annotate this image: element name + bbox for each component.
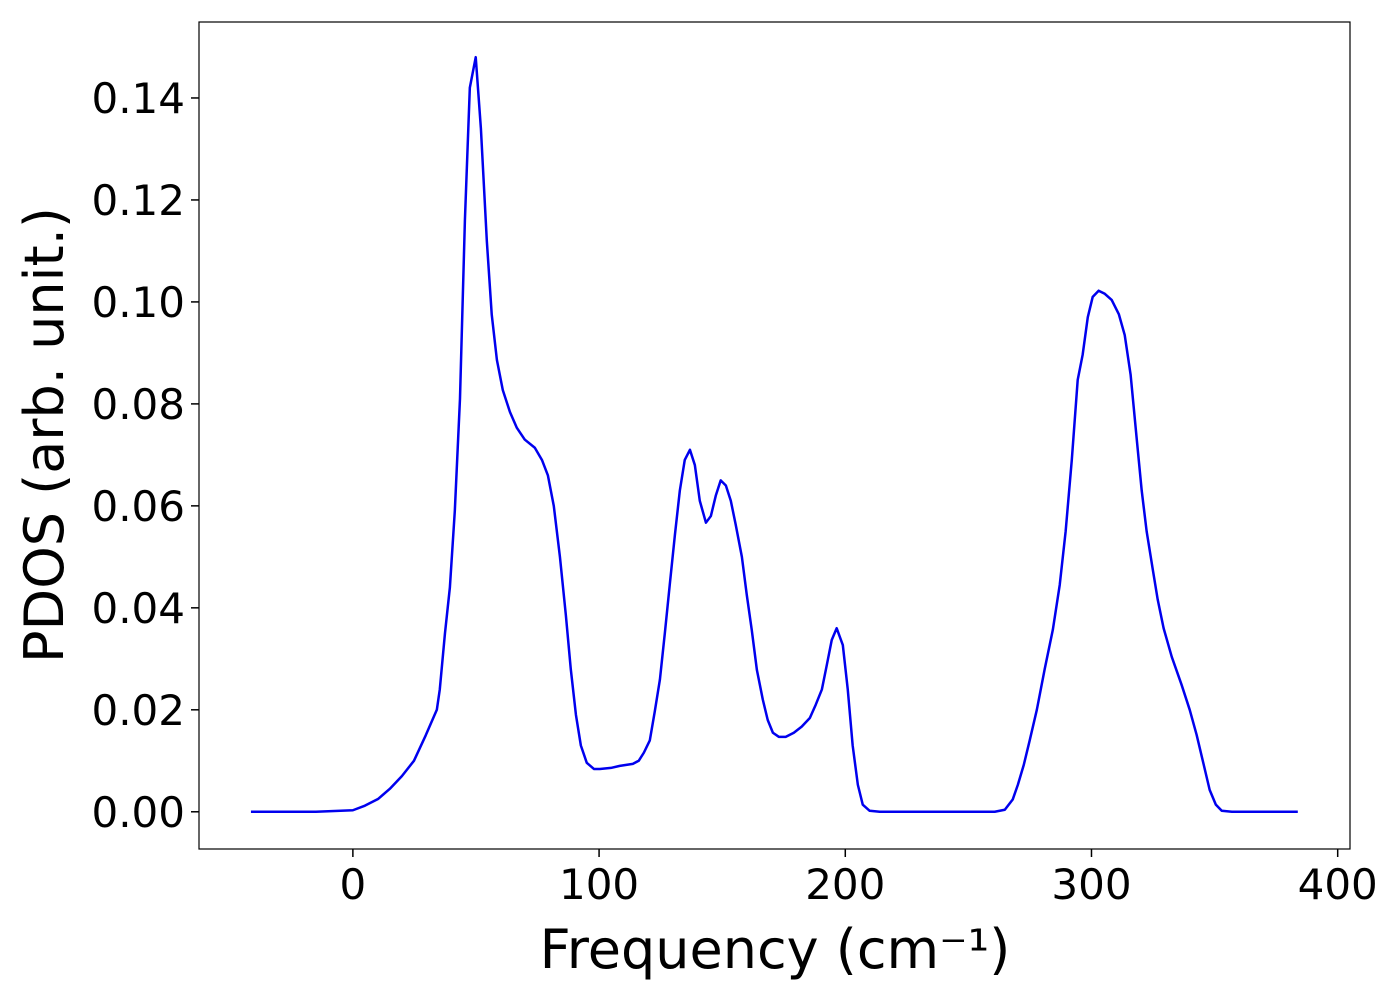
y-tick-label: 0.08 (91, 380, 185, 429)
y-tick-label: 0.14 (91, 74, 185, 123)
data-line (250, 55, 1298, 814)
y-tick-label: 0.02 (91, 686, 185, 735)
y-axis-label: PDOS (arb. unit.) (13, 207, 76, 663)
plot-frame (198, 21, 1351, 850)
x-tick-label: 400 (1298, 860, 1378, 909)
y-tick-label: 0.10 (91, 278, 185, 327)
x-tick-label: 200 (805, 860, 885, 909)
x-tick-label: 100 (559, 860, 639, 909)
x-tick-label: 0 (340, 860, 367, 909)
x-tick-label: 300 (1051, 860, 1131, 909)
y-tick-label: 0.04 (91, 584, 185, 633)
y-tick-label: 0.06 (91, 482, 185, 531)
y-tick-label: 0.00 (91, 788, 185, 837)
x-axis-label: Frequency (cm⁻¹) (540, 918, 1011, 981)
y-tick-label: 0.12 (91, 176, 185, 225)
